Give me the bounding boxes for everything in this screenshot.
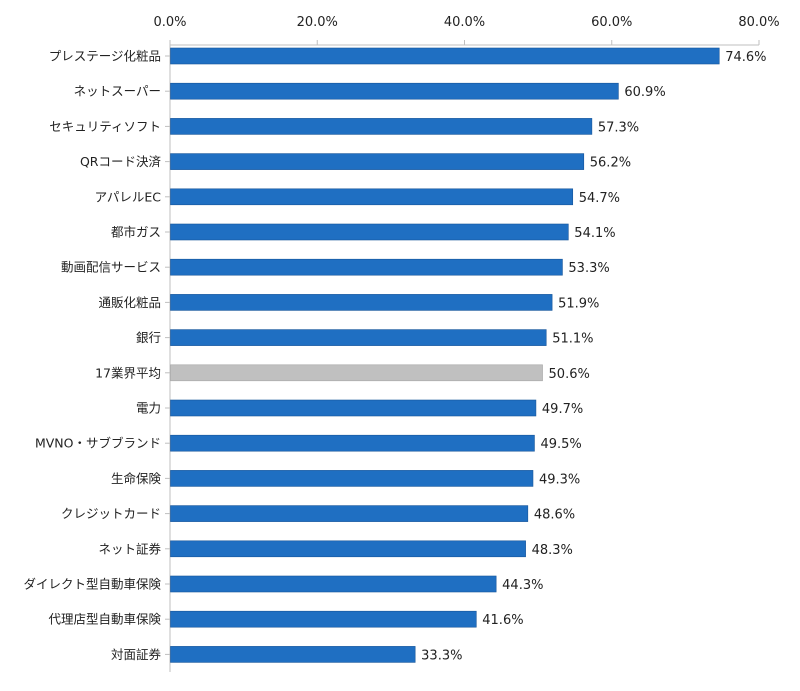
category-label: アパレルEC [95, 189, 162, 204]
value-label: 60.9% [624, 85, 665, 100]
value-label: 41.6% [482, 613, 523, 628]
category-label: ダイレクト型自動車保険 [23, 577, 161, 592]
bar [170, 82, 619, 100]
value-label: 74.6% [725, 50, 766, 65]
category-label: MVNO・サブブランド [35, 436, 161, 451]
value-label: 44.3% [502, 578, 543, 593]
value-label: 54.1% [574, 226, 615, 241]
bar [170, 610, 477, 628]
value-label: 49.5% [540, 437, 581, 452]
bar [170, 540, 526, 558]
bar [170, 47, 720, 65]
category-label: 17業界平均 [95, 365, 161, 380]
category-label: 動画配信サービス [61, 260, 161, 275]
bar [170, 646, 416, 663]
x-tick-label: 80.0% [738, 15, 779, 30]
value-label: 33.3% [421, 648, 462, 663]
bar [170, 258, 563, 276]
bar [170, 223, 569, 241]
value-label: 51.1% [552, 332, 593, 347]
x-tick-label: 60.0% [591, 15, 632, 30]
bar [170, 434, 535, 452]
category-label: 電力 [136, 401, 161, 416]
category-label: 銀行 [136, 330, 161, 345]
value-label: 53.3% [568, 261, 609, 276]
category-label: 都市ガス [111, 225, 161, 240]
bar [170, 294, 553, 311]
category-label: 対面証券 [111, 647, 162, 662]
value-label: 50.6% [549, 367, 590, 382]
category-label: クレジットカード [61, 506, 161, 521]
value-label: 49.7% [542, 402, 583, 417]
category-label: 生命保険 [111, 471, 162, 486]
value-label: 56.2% [590, 156, 631, 171]
x-tick-label: 20.0% [297, 15, 338, 30]
bar [170, 575, 497, 593]
bar [170, 188, 574, 206]
value-label: 57.3% [598, 120, 639, 135]
category-label: セキュリティソフト [49, 119, 161, 134]
category-label: 通販化粧品 [98, 295, 161, 310]
x-axis: 0.0% 20.0% 40.0% 60.0% 80.0% [153, 15, 780, 46]
category-label: ネットスーパー [74, 84, 161, 99]
bar [170, 153, 585, 170]
value-label: 48.3% [532, 543, 573, 558]
bar [170, 329, 547, 346]
x-tick-label: 0.0% [153, 15, 186, 30]
category-label: 代理店型自動車保険 [48, 612, 161, 627]
x-tick-label: 40.0% [444, 15, 485, 30]
category-label: QRコード決済 [80, 154, 162, 169]
category-label: ネット証券 [98, 541, 161, 556]
category-label: プレステージ化粧品 [49, 49, 161, 64]
bars: 74.6% 60.9% 57.3% 56.2% 54.7% 54.1% 53.3% 51.9%… [170, 47, 767, 663]
value-label: 54.7% [579, 191, 620, 206]
bar [170, 470, 534, 487]
value-label: 49.3% [539, 472, 580, 487]
bar [170, 118, 593, 135]
bar [170, 505, 529, 522]
value-label: 48.6% [534, 508, 575, 523]
bar [170, 399, 537, 417]
value-label: 51.9% [558, 296, 599, 311]
bar-average [170, 364, 543, 382]
